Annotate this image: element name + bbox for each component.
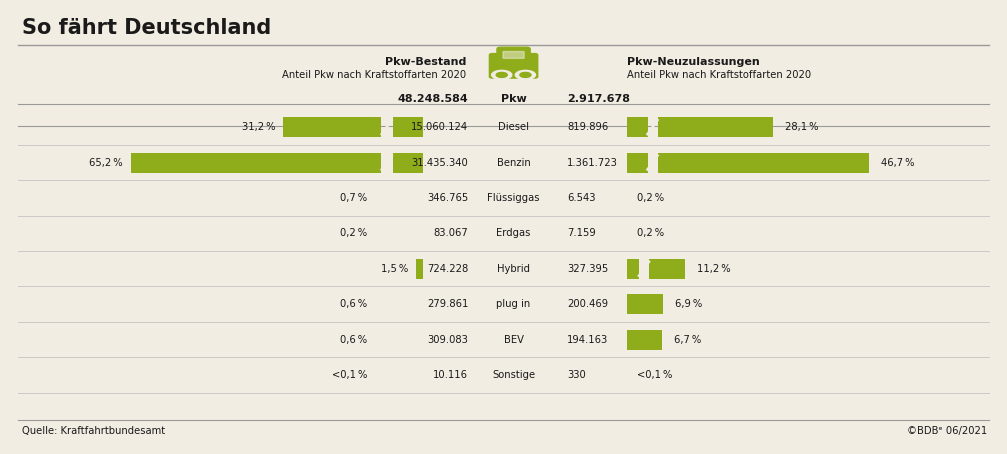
Text: 6,7 %: 6,7 % [674,335,701,345]
Text: 48.248.584: 48.248.584 [398,94,468,104]
Text: plug in: plug in [496,299,531,309]
Bar [393,117,423,137]
Bar [627,330,662,350]
Text: 194.163: 194.163 [567,335,608,345]
Text: ©BDBᵉ 06/2021: ©BDBᵉ 06/2021 [906,426,987,436]
Text: 1,5 %: 1,5 % [381,264,408,274]
Text: 200.469: 200.469 [567,299,608,309]
Text: 0,2 %: 0,2 % [637,193,665,203]
FancyBboxPatch shape [502,51,524,58]
Text: 28,1 %: 28,1 % [784,122,819,132]
Text: 2.917.678: 2.917.678 [567,94,630,104]
Bar [627,259,639,279]
Text: 0,6 %: 0,6 % [340,335,368,345]
Text: Erdgas: Erdgas [496,228,531,238]
Circle shape [491,70,512,79]
Circle shape [520,72,531,78]
Text: Benzin: Benzin [496,158,531,168]
FancyBboxPatch shape [497,47,530,60]
Text: 46,7 %: 46,7 % [881,158,914,168]
Text: 0,6 %: 0,6 % [340,299,368,309]
Bar [658,117,772,137]
Text: Anteil Pkw nach Kraftstoffarten 2020: Anteil Pkw nach Kraftstoffarten 2020 [282,70,466,80]
Text: 0,7 %: 0,7 % [340,193,368,203]
Text: Diesel: Diesel [498,122,529,132]
Text: 0,2 %: 0,2 % [340,228,368,238]
Text: Hybrid: Hybrid [497,264,530,274]
Text: 6,9 %: 6,9 % [675,299,703,309]
Text: 0,2 %: 0,2 % [637,228,665,238]
Bar [658,153,869,173]
Text: Pkw-Neuzulassungen: Pkw-Neuzulassungen [627,57,760,67]
Text: 10.116: 10.116 [433,370,468,380]
Text: 819.896: 819.896 [567,122,608,132]
Text: Flüssiggas: Flüssiggas [487,193,540,203]
Text: 83.067: 83.067 [433,228,468,238]
Text: Pkw: Pkw [500,94,527,104]
Text: 6.543: 6.543 [567,193,595,203]
Text: <0,1 %: <0,1 % [332,370,368,380]
Bar [131,153,381,173]
Text: Sonstige: Sonstige [492,370,535,380]
Text: 327.395: 327.395 [567,264,608,274]
Bar [416,259,423,279]
Bar [627,117,648,137]
Text: BEV: BEV [504,335,524,345]
Text: 309.083: 309.083 [427,335,468,345]
Bar [650,259,686,279]
Circle shape [496,72,508,78]
Text: 724.228: 724.228 [427,264,468,274]
Bar [627,153,648,173]
Text: 1.361.723: 1.361.723 [567,158,618,168]
Text: 15.060.124: 15.060.124 [411,122,468,132]
Text: 346.765: 346.765 [427,193,468,203]
Text: Anteil Pkw nach Kraftstoffarten 2020: Anteil Pkw nach Kraftstoffarten 2020 [627,70,812,80]
Text: 7.159: 7.159 [567,228,596,238]
Text: 31.435.340: 31.435.340 [412,158,468,168]
Text: Quelle: Kraftfahrtbundesamt: Quelle: Kraftfahrtbundesamt [22,426,165,436]
Text: 279.861: 279.861 [427,299,468,309]
Text: 330: 330 [567,370,586,380]
Circle shape [516,70,536,79]
FancyBboxPatch shape [489,54,538,78]
Bar [627,294,663,314]
Text: Pkw-Bestand: Pkw-Bestand [385,57,466,67]
Text: So fährt Deutschland: So fährt Deutschland [22,18,272,38]
Bar [393,153,423,173]
Text: <0,1 %: <0,1 % [637,370,673,380]
Text: 31,2 %: 31,2 % [242,122,275,132]
Text: 65,2 %: 65,2 % [90,158,123,168]
Bar [283,117,381,137]
Text: 11,2 %: 11,2 % [698,264,731,274]
